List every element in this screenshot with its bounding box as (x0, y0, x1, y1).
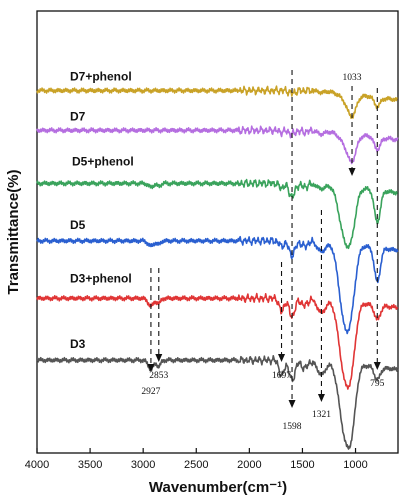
arrowhead (348, 168, 356, 176)
series-line (36, 355, 399, 450)
x-axis: 4000 3500 3000 2500 2000 1500 1000 (25, 448, 368, 471)
arrowhead (278, 354, 286, 362)
x-tick-label: 4000 (25, 459, 49, 471)
annotation-label: 2853 (149, 371, 168, 381)
x-tick-label: 2500 (184, 459, 208, 471)
series-label-layer: D7+phenol D7 D5+phenol D5 D3+phenol D3 (70, 70, 134, 352)
y-axis-title: Transmittance(%) (5, 169, 22, 294)
series-label: D7+phenol (70, 70, 132, 84)
x-axis-title: Wavenumber(cm⁻¹) (149, 479, 287, 496)
arrowhead (288, 400, 296, 408)
x-tick-label: 3500 (78, 459, 102, 471)
plot-area: D7+phenol D7 D5+phenol D5 D3+phenol D3 2927 28… (36, 10, 399, 454)
arrowhead (147, 364, 155, 372)
series-label: D7 (70, 109, 86, 123)
annotation-label: 1033 (343, 73, 362, 83)
guide-layer (147, 70, 381, 408)
arrowhead (317, 394, 325, 402)
arrowhead (155, 354, 163, 362)
x-tick-label: 1000 (343, 459, 367, 471)
annotation-label: 2927 (141, 387, 160, 397)
series-label: D5+phenol (72, 154, 134, 168)
series-line (36, 292, 399, 390)
x-tick-label: 1500 (290, 459, 314, 471)
series-line (36, 235, 399, 335)
x-tick-label: 2000 (237, 459, 261, 471)
arrowhead (373, 362, 381, 370)
annotation-label: 1321 (312, 410, 331, 420)
annotation-label: 1598 (283, 422, 302, 432)
annotation-label-layer: 2927 2853 1697 1598 1321 1033 795 (141, 73, 384, 432)
series-label: D3+phenol (70, 271, 132, 285)
series-layer (36, 85, 399, 450)
series-label: D5 (70, 218, 86, 232)
x-tick-label: 3000 (131, 459, 155, 471)
series-line (36, 178, 398, 250)
series-line (36, 85, 398, 119)
plot-frame (36, 10, 399, 454)
annotation-label: 1697 (272, 371, 291, 381)
series-label: D3 (70, 337, 86, 351)
annotation-label: 795 (370, 379, 385, 389)
series-line (36, 125, 399, 165)
